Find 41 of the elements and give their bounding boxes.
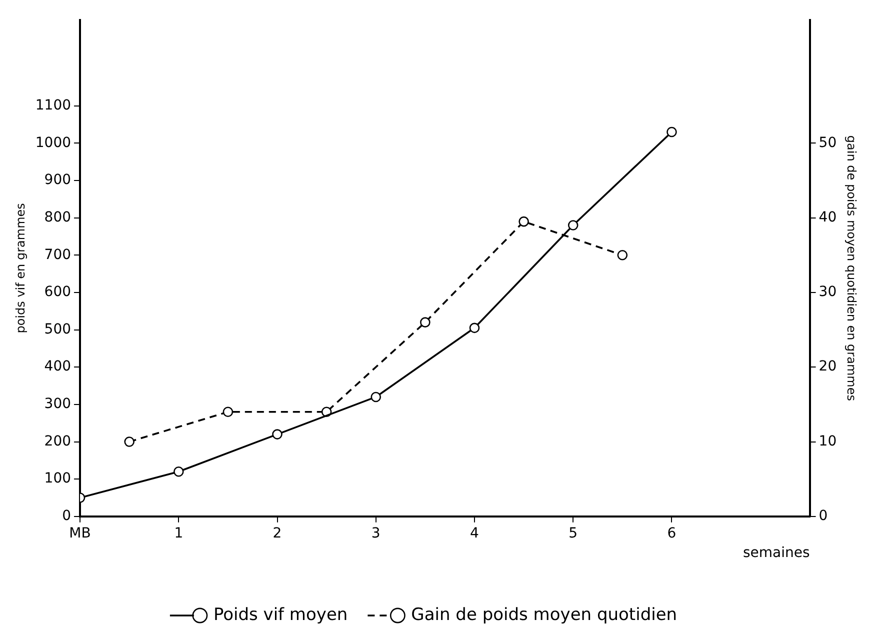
x-tick-label: 4 [470,525,480,542]
y2-tick-label: 20 [818,358,837,375]
y-tick-label: 200 [44,433,72,450]
y-tick-label: 1000 [35,134,72,151]
y-tick-label: 0 [62,508,72,524]
y2-tick-label: 50 [818,134,837,151]
x-tick-label: 2 [272,525,282,542]
y-tick-label: 300 [44,396,72,412]
y-tick-label: 500 [44,321,72,338]
legend-label: Poids vif moyen [213,604,348,625]
x-tick-label: 1 [174,525,184,542]
point [272,429,282,440]
y-tick-label: 100 [44,470,72,487]
y-axis-title: poids vif en grammes [13,203,28,334]
y-tick-label: 900 [44,172,72,188]
y2-tick-label: 30 [818,284,837,300]
point [469,322,480,334]
point [370,392,382,402]
y-tick-label: 1100 [35,97,72,114]
x-axis-title: semaines [742,545,810,562]
y-tick-label: 400 [44,358,72,375]
y-tick-label: 700 [44,246,72,263]
y2-tick-label: 0 [818,508,828,524]
x-tick-label: 6 [667,525,676,542]
point [666,126,677,138]
point [617,250,628,260]
y-tick-label: 800 [44,209,72,226]
y2-axis-title: gain de poids moyen quotidien en grammes [844,135,859,401]
x-tick-label: 5 [568,525,578,542]
y-tick-label: 600 [44,284,72,300]
y2-tick-label: 10 [818,433,837,450]
legend-label: Gain de poids moyen quotidien [411,604,678,625]
point [518,216,529,227]
point [420,317,430,328]
y2-tick-label: 40 [818,209,837,226]
point [568,220,578,230]
x-tick-label: MB [69,525,91,542]
x-tick-label: 3 [371,525,380,542]
point [222,406,234,418]
point [124,436,134,447]
point [173,466,184,477]
